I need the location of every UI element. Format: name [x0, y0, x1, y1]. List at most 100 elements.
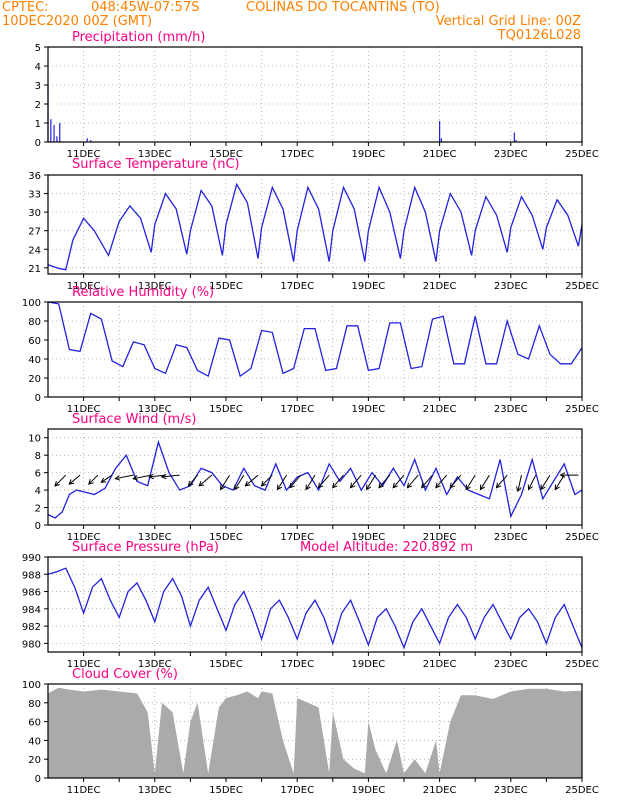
- wind-arrow: [244, 474, 259, 487]
- y-tick-label: 0: [35, 774, 41, 785]
- y-tick-label: 20: [28, 374, 41, 385]
- x-date-label: 21DEC: [423, 659, 457, 670]
- wind-arrow-shaft: [198, 474, 213, 487]
- x-date-label: 19DEC: [352, 785, 386, 796]
- x-date-label: 25DEC: [565, 659, 599, 670]
- wind-arrow-shaft: [133, 474, 152, 480]
- wind-arrow-shaft: [220, 474, 230, 490]
- wind-arrow-head: [68, 479, 75, 485]
- wind-arrow-head: [187, 480, 194, 487]
- wind-arrow-shaft: [245, 474, 259, 487]
- panel-title-temp: Surface Temperature (nC): [72, 157, 240, 172]
- x-date-label: 13DEC: [138, 785, 172, 796]
- panel-title-pressure: Surface Pressure (hPa): [72, 540, 219, 555]
- y-tick-label: 6: [35, 469, 41, 480]
- x-date-label: 11DEC: [67, 281, 101, 292]
- wind-arrow: [68, 474, 81, 485]
- header-location: COLINAS DO TOCANTINS (TO): [246, 0, 440, 15]
- wind-arrow-head: [540, 484, 546, 491]
- wind-arrow: [449, 474, 462, 489]
- y-tick-label: 60: [28, 718, 41, 729]
- y-tick-label: 988: [22, 570, 41, 581]
- x-date-label: 19DEC: [352, 659, 386, 670]
- wind-arrow-head: [365, 484, 372, 491]
- wind-arrow: [559, 472, 579, 478]
- wind-arrow-shaft: [554, 474, 565, 490]
- y-tick-label: 40: [28, 736, 41, 747]
- x-date-label: 25DEC: [565, 149, 599, 160]
- panel-frame: [47, 683, 583, 779]
- x-date-label: 21DEC: [423, 532, 457, 543]
- panel-frame: [47, 46, 583, 143]
- panel-title-precip: Precipitation (mm/h): [72, 30, 205, 45]
- x-date-label: 13DEC: [138, 659, 172, 670]
- series-line-pressure: [47, 567, 583, 650]
- wind-arrow: [276, 474, 287, 491]
- y-tick-label: 4: [35, 486, 41, 497]
- x-date-label: 13DEC: [138, 404, 172, 415]
- x-date-label: 17DEC: [280, 532, 314, 543]
- wind-arrow-head: [234, 484, 240, 491]
- wind-arrow: [132, 474, 152, 481]
- wind-arrow: [289, 474, 302, 489]
- x-date-label: 13DEC: [138, 149, 172, 160]
- x-date-label: 21DEC: [423, 149, 457, 160]
- x-date-label: 21DEC: [423, 785, 457, 796]
- wind-arrow-head: [100, 477, 107, 483]
- cloud-area: [48, 687, 582, 778]
- x-date-label: 23DEC: [494, 281, 528, 292]
- x-date-label: 15DEC: [209, 281, 243, 292]
- x-date-label: 25DEC: [565, 785, 599, 796]
- panel-frame: [47, 428, 583, 526]
- wind-arrow-head: [392, 482, 399, 489]
- wind-arrow: [100, 474, 113, 483]
- wind-arrow: [54, 474, 67, 487]
- wind-arrow: [421, 474, 433, 489]
- wind-arrow-shaft: [392, 474, 405, 489]
- wind-arrow-shaft: [378, 474, 391, 489]
- wind-arrow-head: [406, 482, 413, 489]
- x-date-label: 23DEC: [494, 404, 528, 415]
- panel-wind: 0 2 4 6 8 10 11DEC 13DEC 15DEC 17DEC 19DEC 21DEC 23D…: [28, 412, 599, 543]
- wind-arrow: [465, 474, 476, 491]
- wind-arrow-head: [449, 482, 456, 489]
- chart-header: CPTEC: 048:45W-07:57S COLINAS DO TOCANTI…: [2, 0, 581, 43]
- wind-arrow: [435, 474, 448, 489]
- x-date-label: 15DEC: [209, 785, 243, 796]
- panel-frame: [47, 556, 583, 653]
- wind-arrow-head: [554, 484, 560, 491]
- y-tick-label: 20: [28, 755, 41, 766]
- wind-arrow-head: [148, 473, 155, 480]
- x-date-label: 11DEC: [67, 532, 101, 543]
- y-tick-label: 982: [22, 622, 41, 633]
- wind-arrow: [88, 474, 99, 485]
- wind-arrow-head: [527, 484, 533, 491]
- x-date-label: 19DEC: [352, 404, 386, 415]
- wind-arrow-head: [160, 473, 167, 480]
- wind-arrow-shaft: [54, 474, 67, 487]
- wind-arrow: [516, 474, 522, 493]
- wind-arrow: [305, 474, 316, 491]
- wind-arrow-head: [88, 479, 94, 485]
- wind-arrow-shaft: [261, 474, 273, 487]
- x-date-label: 15DEC: [209, 404, 243, 415]
- wind-arrow: [378, 474, 391, 489]
- wind-arrow-shaft: [305, 474, 316, 490]
- header-coords: 048:45W-07:57S: [91, 0, 199, 15]
- y-tick-label: 21: [28, 264, 41, 275]
- x-date-label: 25DEC: [565, 281, 599, 292]
- y-tick-label: 10: [28, 434, 41, 445]
- x-date-label: 19DEC: [352, 281, 386, 292]
- wind-arrow-shaft: [480, 474, 490, 490]
- series-line-temp: [47, 182, 583, 271]
- panel-rh: 0 20 40 60 80 100 11DEC 13DEC 15DEC 17DEC 19DEC 21D…: [22, 285, 599, 415]
- wind-arrow-head: [276, 484, 283, 491]
- y-tick-label: 5: [35, 43, 41, 54]
- panel-precip: 0 1 2 3 4 5 11DEC 13DEC 15DEC 17DEC 19DEC 21DEC 23DE…: [35, 30, 599, 160]
- wind-arrow-shaft: [289, 474, 302, 489]
- chart-panels: 0 1 2 3 4 5 11DEC 13DEC 15DEC 17DEC 19DEC 21DEC 23DE…: [22, 30, 599, 796]
- y-tick-label: 4: [35, 62, 41, 73]
- x-date-label: 11DEC: [67, 404, 101, 415]
- wind-arrow-shaft: [496, 474, 508, 489]
